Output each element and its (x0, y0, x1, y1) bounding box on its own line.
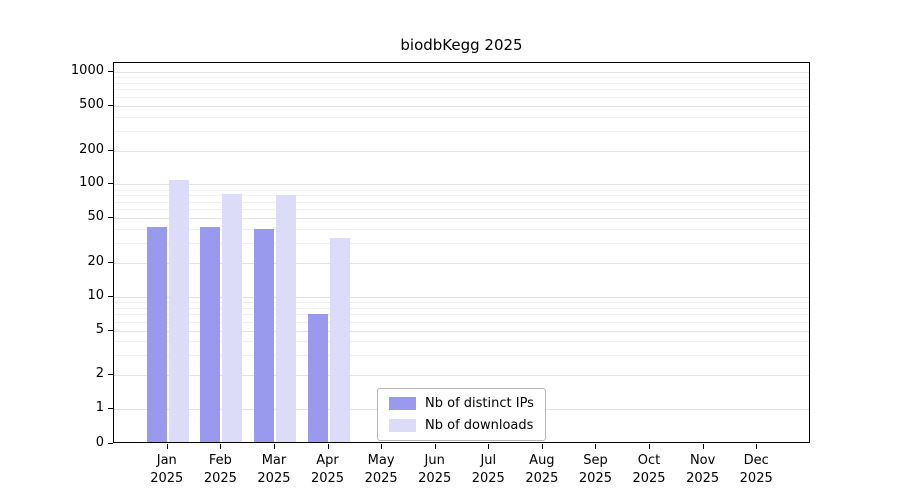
grid-line-minor (114, 89, 809, 91)
y-tick-label: 2 (95, 366, 104, 382)
grid-line-minor (114, 116, 809, 118)
grid-line-minor (114, 321, 809, 323)
x-tick-label: Sep 2025 (578, 453, 612, 486)
x-tick-mark (541, 444, 543, 449)
y-tick-label: 50 (87, 209, 104, 225)
y-tick-mark (108, 408, 113, 409)
y-tick-mark (108, 261, 113, 263)
y-tick-mark (108, 329, 113, 331)
legend-label: Nb of distinct IPs (425, 396, 534, 411)
bar-distinct-ips (200, 226, 221, 442)
grid-line (114, 150, 809, 152)
legend-swatch-distinct-ips (389, 397, 416, 410)
grid-line-minor (114, 209, 809, 211)
x-tick-mark (649, 444, 651, 449)
chart-title: biodbKegg 2025 (400, 36, 523, 54)
y-tick-mark (108, 149, 113, 151)
x-tick-mark (595, 444, 597, 449)
grid-line (114, 296, 809, 298)
y-tick-label: 1 (95, 400, 104, 415)
y-tick-mark (108, 443, 113, 444)
grid-line-minor (114, 189, 809, 191)
x-tick-mark (702, 444, 704, 449)
x-tick-mark (220, 444, 222, 449)
y-tick-label: 5 (95, 321, 104, 337)
legend-label: Nb of downloads (425, 418, 534, 433)
bar-distinct-ips (307, 314, 328, 442)
x-tick-mark (327, 444, 329, 449)
bar-downloads (275, 195, 296, 442)
x-tick-label: Feb 2025 (203, 453, 237, 486)
x-tick-mark (381, 444, 383, 449)
grid-line-minor (114, 301, 809, 303)
x-tick-mark (273, 444, 275, 449)
x-tick-label: Aug 2025 (525, 453, 559, 486)
y-tick-label: 500 (79, 96, 104, 112)
x-tick-label: Mar 2025 (257, 453, 291, 486)
x-tick-label: May 2025 (364, 453, 398, 486)
grid-line (114, 375, 809, 377)
y-tick-mark (108, 374, 113, 376)
legend: Nb of distinct IPs Nb of downloads (377, 388, 546, 441)
x-tick-label: Oct 2025 (632, 453, 666, 486)
bar-downloads (222, 194, 243, 442)
x-tick-mark (488, 444, 490, 449)
bar-distinct-ips (253, 229, 274, 442)
x-tick-label: Nov 2025 (686, 453, 720, 486)
plot-area (113, 62, 810, 443)
grid-line (114, 72, 809, 74)
grid-line-minor (114, 314, 809, 316)
y-tick-label: 10 (87, 287, 104, 303)
grid-line-minor (114, 341, 809, 343)
y-tick-mark (108, 71, 113, 73)
bar-distinct-ips (146, 226, 167, 442)
y-tick-label: 20 (87, 253, 104, 269)
x-tick-label: Dec 2025 (739, 453, 773, 486)
grid-line-minor (114, 130, 809, 132)
legend-item: Nb of downloads (389, 418, 534, 433)
y-tick-mark (108, 295, 113, 297)
y-tick-label: 200 (79, 141, 104, 157)
y-tick-mark (108, 217, 113, 219)
y-tick-mark (108, 183, 113, 185)
x-tick-label: Jul 2025 (471, 453, 505, 486)
grid-line-minor (114, 82, 809, 84)
grid-line-minor (114, 307, 809, 309)
grid-line (114, 262, 809, 264)
x-tick-label: Jun 2025 (418, 453, 452, 486)
x-tick-mark (166, 444, 168, 449)
grid-line (114, 105, 809, 107)
x-tick-label: Jan 2025 (150, 453, 184, 486)
grid-line-minor (114, 195, 809, 197)
grid-line (114, 330, 809, 332)
legend-item: Nb of distinct IPs (389, 396, 534, 411)
x-tick-label: Apr 2025 (310, 453, 345, 486)
grid-line-minor (114, 97, 809, 98)
y-tick-label: 1000 (70, 63, 104, 79)
bar-downloads (168, 179, 189, 442)
grid-line-minor (114, 201, 809, 203)
y-tick-label: 100 (79, 175, 104, 191)
grid-line-minor (114, 243, 809, 245)
grid-line (114, 218, 809, 220)
bar-downloads (329, 238, 350, 442)
x-tick-mark (434, 444, 436, 449)
legend-swatch-downloads (389, 419, 416, 432)
grid-line-minor (114, 77, 809, 79)
grid-line-minor (114, 355, 809, 357)
y-tick-mark (108, 104, 113, 106)
grid-line-minor (114, 229, 809, 231)
x-tick-mark (756, 444, 758, 449)
y-tick-label: 0 (95, 435, 104, 450)
grid-line (114, 184, 809, 186)
